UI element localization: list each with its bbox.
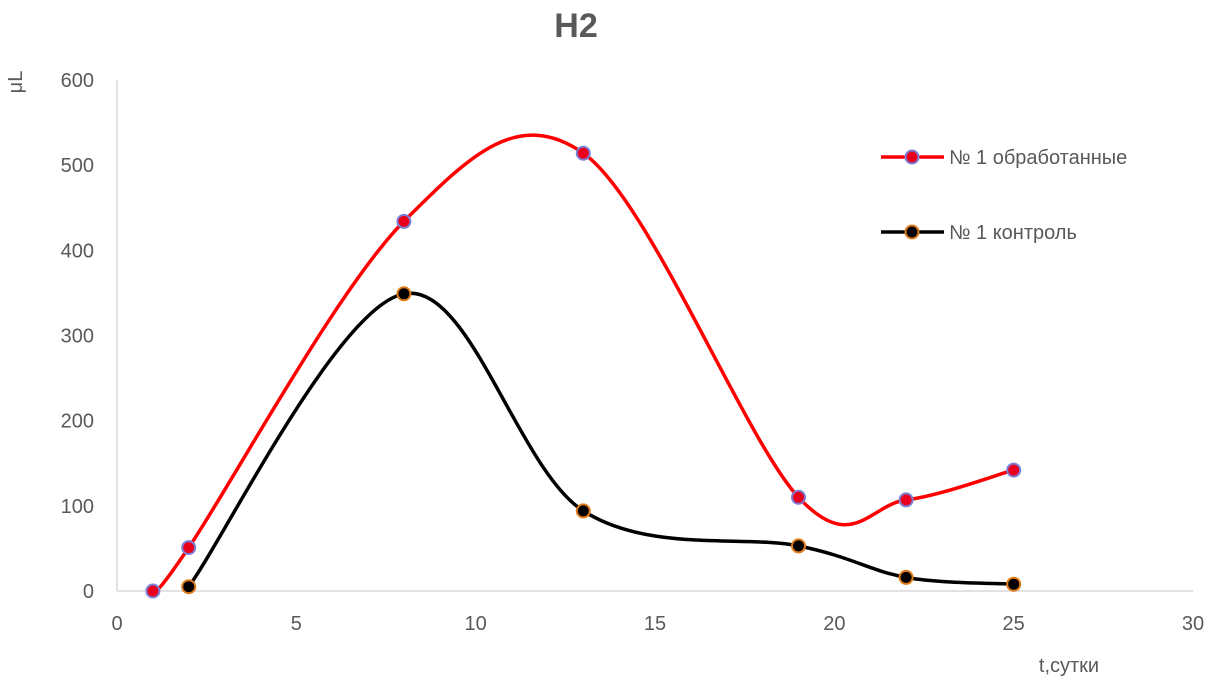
data-point: [396, 213, 412, 229]
x-tick-label: 15: [644, 613, 666, 635]
series-line: [186, 291, 1016, 589]
legend-marker: [904, 224, 920, 240]
y-tick-label: 500: [61, 155, 94, 177]
data-point: [575, 145, 591, 161]
data-point: [898, 569, 914, 585]
x-tick-label: 25: [1003, 613, 1025, 635]
legend-item: № 1 контроль: [881, 222, 1077, 244]
y-axis-label: μL: [5, 71, 27, 94]
x-tick-labels: 0 5 10 15 20 25 30: [111, 613, 1204, 635]
data-point: [1006, 462, 1022, 478]
x-tick-label: 10: [465, 613, 487, 635]
series-2: [181, 286, 1022, 595]
legend-label: № 1 контроль: [949, 222, 1077, 244]
data-point: [791, 489, 806, 505]
x-tick-label: 0: [111, 613, 122, 635]
x-axis-label: t,сутки: [1039, 655, 1099, 677]
data-point: [898, 492, 914, 508]
legend-label: № 1 обработанные: [949, 147, 1127, 169]
data-point: [396, 286, 412, 302]
y-tick-label: 600: [61, 70, 94, 92]
x-tick-label: 30: [1182, 613, 1204, 635]
legend-marker: [904, 149, 920, 165]
y-tick-label: 300: [61, 326, 94, 348]
series-layer: [145, 133, 1022, 599]
chart-title: H2: [554, 7, 597, 45]
y-tick-label: 400: [61, 240, 94, 262]
legend-item: № 1 обработанные: [881, 147, 1127, 169]
series-1: [145, 133, 1022, 599]
data-point: [145, 583, 161, 599]
data-point: [1006, 576, 1022, 592]
legend: № 1 обработанные № 1 контроль: [881, 147, 1127, 244]
y-tick-label: 0: [83, 581, 94, 603]
y-tick-label: 100: [61, 496, 94, 518]
y-tick-label: 200: [61, 411, 94, 433]
x-tick-label: 5: [291, 613, 302, 635]
data-point: [181, 540, 197, 556]
data-point: [181, 579, 197, 595]
y-tick-labels: 0 100 200 300 400 500 600: [61, 70, 94, 603]
data-point: [575, 503, 591, 519]
series-line: [151, 133, 1016, 593]
x-tick-label: 20: [823, 613, 845, 635]
data-point: [791, 538, 806, 554]
